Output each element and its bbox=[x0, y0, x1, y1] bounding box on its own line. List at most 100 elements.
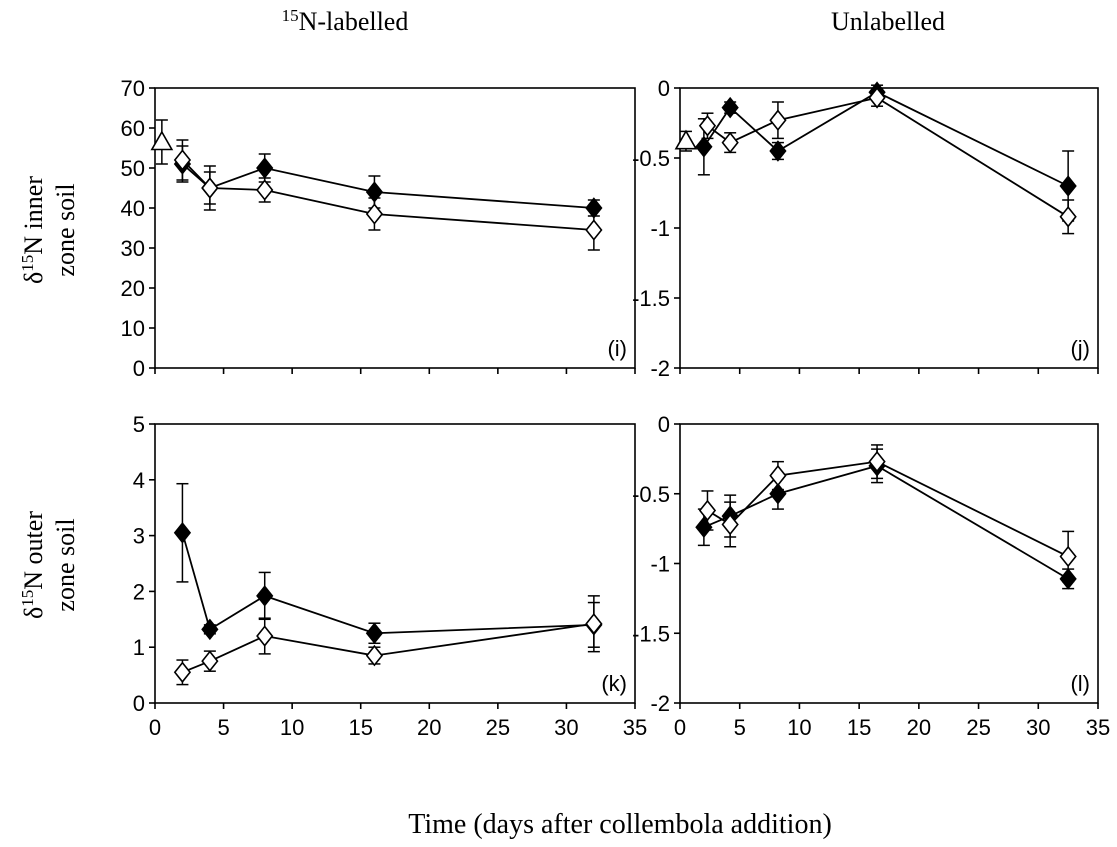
panel-l-open-diamond-point bbox=[868, 450, 886, 473]
panel-k-filled-diamond-point bbox=[201, 618, 219, 641]
panel-j-open-diamond-point bbox=[868, 87, 886, 109]
panel-j: -2 -1.5 -1 -0.5 0 (j) bbox=[632, 76, 1099, 381]
panel-l-xtick-label: 25 bbox=[966, 715, 990, 740]
panel-i-open-triangle-point bbox=[150, 130, 174, 151]
panel-i-open-diamond-line bbox=[181, 159, 594, 231]
row-bottom-ylabel-line2: zone soil bbox=[51, 518, 80, 611]
row-top-ylabel-line2: zone soil bbox=[51, 183, 80, 276]
row-bottom-ylabel-delta: δ bbox=[19, 607, 48, 619]
panel-l-xtick-label: 0 bbox=[674, 715, 686, 740]
panel-j-ytick-label: -0.5 bbox=[632, 146, 670, 171]
panel-j-ytick-label: -2 bbox=[650, 356, 670, 381]
panel-l-xtick-label: 10 bbox=[787, 715, 811, 740]
panel-i-frame bbox=[154, 87, 636, 369]
panel-l-frame bbox=[679, 423, 1099, 704]
panel-j-open-diamond-point bbox=[698, 115, 717, 137]
panel-l-xtick-label: 35 bbox=[1086, 715, 1110, 740]
panel-k-ytick-label: 0 bbox=[133, 691, 145, 716]
panel-i-open-diamond-point bbox=[365, 203, 384, 225]
panel-i-ytick-label: 40 bbox=[121, 196, 145, 221]
panel-j-filled-diamond-point bbox=[1059, 175, 1077, 197]
panel-k-open-diamond-line bbox=[182, 622, 594, 674]
panel-j-ytick-label: -1.5 bbox=[632, 286, 670, 311]
panel-j-ytick-label: -1 bbox=[650, 216, 670, 241]
panel-l-open-diamond-line bbox=[706, 460, 1069, 558]
panel-j-ytick-label: 0 bbox=[658, 76, 670, 101]
panel-l-ytick-label: -1 bbox=[650, 552, 670, 577]
panel-k-open-diamond-point bbox=[585, 612, 603, 635]
panel-k-xtick-label: 0 bbox=[149, 715, 161, 740]
panel-l-filled-diamond-line bbox=[703, 464, 1069, 580]
panel-j-label: (j) bbox=[1070, 336, 1090, 361]
row-bottom-ylabel-sup: 15 bbox=[18, 590, 37, 607]
panel-j-filled-diamond-point bbox=[695, 136, 713, 158]
panel-k-label: (k) bbox=[601, 671, 627, 696]
panel-k-xtick-label: 20 bbox=[417, 715, 441, 740]
column-title-labelled: 15N-labelled bbox=[282, 6, 409, 36]
panel-j-open-diamond-point bbox=[1059, 206, 1077, 228]
panel-k-xtick-label: 30 bbox=[554, 715, 578, 740]
panel-k-xtick-label: 35 bbox=[623, 715, 647, 740]
panel-j-frame bbox=[679, 87, 1099, 369]
panel-k-open-diamond-point bbox=[365, 644, 384, 667]
panel-i-ytick-label: 30 bbox=[121, 236, 145, 261]
panel-k-ytick-label: 2 bbox=[133, 579, 145, 604]
panel-i-filled-diamond-point bbox=[256, 157, 274, 179]
panel-k-open-diamond-point bbox=[201, 650, 219, 672]
row-bottom-ylabel-line1: δ15N outer bbox=[18, 511, 48, 619]
panel-k: 0 1 2 3 4 5 0 5 10 15 20 25 30 35 (k) bbox=[133, 412, 647, 740]
panel-i-open-diamond-point bbox=[173, 149, 192, 171]
panel-l-open-diamond-point bbox=[769, 464, 787, 487]
panel-i-ytick-label: 20 bbox=[121, 276, 145, 301]
panel-i-ytick-label: 50 bbox=[121, 156, 145, 181]
panel-k-ytick-label: 3 bbox=[133, 524, 145, 549]
panel-i-ytick-label: 0 bbox=[133, 356, 145, 381]
panel-j-filled-diamond-point bbox=[769, 140, 787, 162]
panel-j-open-diamond-point bbox=[769, 109, 787, 131]
panel-l-ytick-label: -0.5 bbox=[632, 482, 670, 507]
row-top-ylabel-line1: δ15N inner bbox=[18, 176, 48, 284]
panel-j-open-triangle-point bbox=[674, 129, 698, 150]
panel-i-open-diamond-point bbox=[585, 219, 603, 241]
panel-j-open-diamond-point bbox=[721, 131, 739, 154]
row-top-ylabel-text: N inner bbox=[19, 176, 48, 255]
panel-k-filled-diamond-point bbox=[256, 585, 274, 607]
panel-l-filled-diamond-point bbox=[695, 516, 713, 539]
panel-l-open-diamond-point bbox=[1059, 545, 1077, 568]
panel-i-label: (i) bbox=[607, 336, 627, 361]
panel-l-ytick-label: 0 bbox=[658, 412, 670, 437]
panel-j-open-diamond-line bbox=[706, 96, 1069, 218]
panel-k-filled-diamond-line bbox=[181, 532, 594, 635]
row-bottom-ylabel-text: N outer bbox=[19, 511, 48, 590]
panel-k-filled-diamond-point bbox=[365, 622, 384, 645]
panel-l-open-diamond-point bbox=[698, 499, 717, 522]
row-top-ylabel-sup: 15 bbox=[18, 255, 37, 272]
panel-l-xtick-label: 5 bbox=[734, 715, 746, 740]
panel-k-xtick-label: 25 bbox=[486, 715, 510, 740]
panel-i-ytick-label: 60 bbox=[121, 116, 145, 141]
panel-k-frame bbox=[154, 423, 636, 704]
panel-l: -2 -1.5 -1 -0.5 0 0 5 10 15 20 25 30 35 (l) bbox=[632, 412, 1110, 740]
panel-i-filled-diamond-line bbox=[181, 163, 594, 209]
panel-i-open-diamond-point bbox=[256, 179, 274, 201]
panel-k-xtick-label: 5 bbox=[217, 715, 229, 740]
panel-k-open-diamond-point bbox=[173, 661, 192, 684]
panel-l-xtick-label: 20 bbox=[907, 715, 931, 740]
panel-j-filled-diamond-point bbox=[721, 96, 739, 119]
panel-k-xtick-label: 15 bbox=[348, 715, 372, 740]
panel-k-ytick-label: 4 bbox=[133, 468, 145, 493]
panel-k-ytick-label: 5 bbox=[133, 412, 145, 437]
panel-i-ytick-label: 70 bbox=[121, 76, 145, 101]
panel-j-filled-diamond-line bbox=[703, 91, 1069, 187]
panel-k-filled-diamond-point bbox=[173, 522, 192, 544]
column-title-labelled-text: N-labelled bbox=[299, 7, 409, 36]
x-axis-label: Time (days after collembola addition) bbox=[408, 809, 832, 840]
panel-i-ytick-label: 10 bbox=[121, 316, 145, 341]
panel-l-open-diamond-point bbox=[721, 513, 739, 536]
column-title-labelled-sup: 15 bbox=[282, 6, 299, 25]
panel-l-ytick-label: -2 bbox=[650, 691, 670, 716]
panel-l-xtick-label: 30 bbox=[1026, 715, 1050, 740]
panel-l-ytick-label: -1.5 bbox=[632, 621, 670, 646]
column-title-unlabelled: Unlabelled bbox=[831, 7, 945, 36]
